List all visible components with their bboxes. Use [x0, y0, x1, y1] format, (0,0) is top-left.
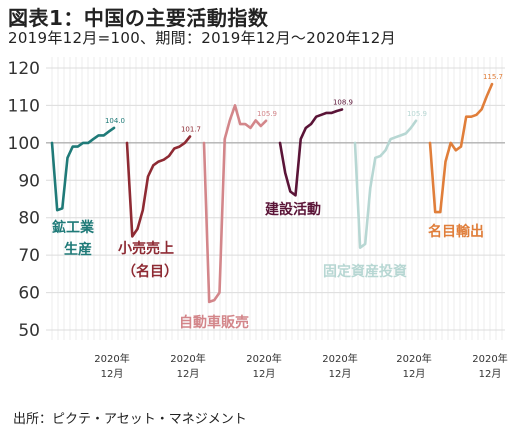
- data-label-end: 115.7: [483, 73, 503, 81]
- series-line: [202, 104, 268, 304]
- y-tick-label: 100: [8, 134, 40, 154]
- data-label-end: 108.9: [333, 99, 353, 107]
- series-label: 小売売上: [118, 240, 174, 257]
- series-line: [353, 119, 418, 249]
- source-note: 出所：ピクテ・アセット・マネジメント: [13, 412, 247, 427]
- series-label: 名目輸出: [428, 223, 484, 240]
- x-tick-label-year: 2020年: [322, 352, 357, 365]
- series-label: 自動車販売: [179, 314, 249, 331]
- y-tick-label: 70: [18, 246, 40, 266]
- x-tick-label-year: 2020年: [94, 352, 129, 365]
- x-tick-label-month: 12月: [177, 368, 200, 380]
- x-tick-label-month: 12月: [403, 368, 426, 380]
- series-line: [428, 82, 494, 214]
- series-label: （名目）: [122, 263, 178, 280]
- series-line: [278, 108, 344, 197]
- y-tick-label: 110: [8, 96, 40, 116]
- x-tick-label-year: 2020年: [396, 352, 431, 365]
- x-tick-label-month: 12月: [101, 368, 124, 380]
- series-line: [50, 126, 116, 212]
- y-tick-label: 120: [8, 59, 40, 79]
- x-tick-label-year: 2020年: [170, 352, 205, 365]
- chart-subtitle: 2019年12月=100、期間：2019年12月～2020年12月: [8, 29, 396, 47]
- data-label-end: 105.9: [407, 110, 427, 118]
- x-tick-label-year: 2020年: [472, 352, 507, 365]
- x-tick-label-month: 12月: [253, 368, 276, 380]
- y-tick-label: 90: [18, 171, 40, 191]
- y-tick-label: 80: [18, 209, 40, 229]
- series-label: 生産: [64, 241, 92, 258]
- x-tick-label-year: 2020年: [246, 352, 281, 365]
- series-label: 鉱工業: [52, 219, 95, 236]
- chart-title: 図表1：中国の主要活動指数: [8, 6, 269, 30]
- data-label-end: 105.9: [257, 110, 277, 118]
- series-label: 建設活動: [265, 201, 321, 218]
- series-label: 固定資産投資: [323, 263, 407, 280]
- data-label-end: 104.0: [105, 117, 125, 125]
- y-tick-label: 50: [18, 321, 40, 341]
- series-line: [125, 135, 192, 238]
- x-tick-label-month: 12月: [479, 368, 502, 380]
- x-tick-label-month: 12月: [329, 368, 352, 380]
- y-tick-label: 60: [18, 284, 40, 304]
- data-label-end: 101.7: [181, 125, 201, 133]
